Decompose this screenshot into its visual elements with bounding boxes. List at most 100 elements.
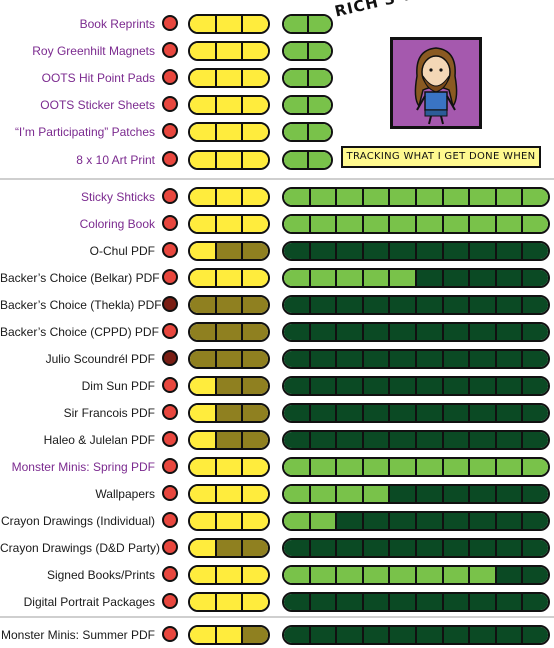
phase-cell — [190, 486, 215, 502]
progress-cell — [388, 486, 415, 502]
phase-meter — [188, 538, 270, 558]
phase-meter — [188, 403, 270, 423]
progress-cell — [468, 486, 495, 502]
phase-meter — [188, 592, 270, 612]
phase-meter — [188, 625, 270, 645]
phase-cell — [190, 16, 215, 32]
item-label[interactable]: OOTS Sticker Sheets — [40, 98, 155, 112]
progress-cell — [335, 627, 362, 643]
phase-cell — [214, 152, 242, 168]
progress-cell — [335, 486, 362, 502]
table-row: Haleo & Julelan PDF — [0, 429, 554, 451]
progress-cell — [361, 486, 389, 502]
phase-meter — [188, 349, 270, 369]
table-row: Book Reprints — [0, 13, 554, 35]
phase-cell — [241, 270, 268, 286]
progress-cell — [441, 486, 469, 502]
progress-cell — [284, 243, 309, 259]
progress-cell — [308, 459, 336, 475]
progress-cell — [361, 243, 389, 259]
progress-cell — [335, 567, 362, 583]
progress-cell — [521, 513, 548, 529]
progress-cell — [441, 324, 469, 340]
stick-figure-icon — [414, 47, 458, 125]
progress-cell — [494, 513, 522, 529]
progress-meter — [282, 565, 550, 585]
phase-cell — [214, 97, 242, 113]
progress-cell — [494, 324, 522, 340]
table-row: O-Chul PDF — [0, 240, 554, 262]
phase-cell — [241, 152, 268, 168]
item-label: Dim Sun PDF — [81, 379, 155, 393]
item-label[interactable]: Sticky Shticks — [80, 190, 155, 204]
progress-cell — [308, 486, 336, 502]
progress-cell — [414, 486, 442, 502]
progress-cell — [335, 540, 362, 556]
progress-cell — [441, 594, 469, 610]
item-label: Crayon Drawings (Individual) — [0, 514, 155, 528]
progress-cell — [441, 189, 469, 205]
table-row: Signed Books/Prints — [0, 564, 554, 586]
status-dot — [162, 188, 178, 204]
progress-cell — [494, 567, 522, 583]
progress-cell — [468, 243, 495, 259]
item-label[interactable]: Book Reprints — [79, 17, 155, 31]
item-label: Backer’s Choice (Thekla) PDF — [0, 298, 162, 312]
progress-cell — [441, 459, 469, 475]
phase-meter — [188, 68, 270, 88]
status-dot — [162, 485, 178, 501]
progress-cell — [441, 567, 469, 583]
progress-cell — [494, 459, 522, 475]
progress-cell — [388, 351, 415, 367]
progress-cell — [308, 324, 336, 340]
progress-meter — [282, 241, 550, 261]
phase-cell — [241, 627, 268, 643]
progress-cell — [441, 432, 469, 448]
status-dot — [162, 15, 178, 31]
status-dot — [162, 323, 178, 339]
progress-meter — [282, 511, 550, 531]
item-label[interactable]: Monster Minis: Spring PDF — [11, 460, 155, 474]
progress-cell — [494, 243, 522, 259]
progress-cell — [361, 324, 389, 340]
phase-cell — [214, 627, 242, 643]
progress-cell — [494, 540, 522, 556]
item-label[interactable]: Coloring Book — [79, 217, 155, 231]
phase-cell — [190, 432, 215, 448]
progress-cell — [361, 297, 389, 313]
progress-cell — [335, 216, 362, 232]
table-row: Sticky Shticks — [0, 186, 554, 208]
progress-cell — [361, 405, 389, 421]
progress-cell — [284, 459, 309, 475]
item-label: Backer’s Choice (Belkar) PDF — [0, 271, 160, 285]
phase-cell — [241, 243, 268, 259]
progress-cell — [361, 627, 389, 643]
progress-cell — [284, 405, 309, 421]
phase-cell — [190, 627, 215, 643]
progress-cell — [414, 594, 442, 610]
status-dot — [162, 512, 178, 528]
phase-cell — [241, 351, 268, 367]
progress-cell — [335, 432, 362, 448]
progress-cell — [494, 594, 522, 610]
progress-meter — [282, 295, 550, 315]
item-label[interactable]: “I’m Participating” Patches — [14, 125, 155, 139]
item-label[interactable]: Roy Greenhilt Magnets — [32, 44, 155, 58]
progress-meter — [282, 430, 550, 450]
progress-cell — [494, 405, 522, 421]
phase-cell — [214, 459, 242, 475]
progress-cell — [335, 189, 362, 205]
item-label[interactable]: OOTS Hit Point Pads — [41, 71, 155, 85]
phase-meter — [188, 430, 270, 450]
progress-cell — [306, 70, 331, 86]
progress-cell — [284, 567, 309, 583]
phase-cell — [190, 351, 215, 367]
phase-cell — [214, 540, 242, 556]
progress-cell — [308, 405, 336, 421]
progress-cell — [468, 189, 495, 205]
progress-cell — [468, 351, 495, 367]
progress-cell — [284, 627, 309, 643]
progress-meter — [282, 484, 550, 504]
item-label[interactable]: 8 x 10 Art Print — [76, 153, 155, 167]
progress-cell — [494, 378, 522, 394]
